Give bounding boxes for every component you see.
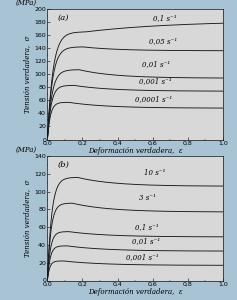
Text: (a): (a): [58, 14, 69, 22]
Y-axis label: Tensión verdadera,  σ: Tensión verdadera, σ: [23, 36, 32, 113]
Text: 0,001 s⁻¹: 0,001 s⁻¹: [126, 253, 159, 261]
Text: 0,05 s⁻¹: 0,05 s⁻¹: [149, 37, 177, 45]
Text: (b): (b): [58, 161, 70, 169]
Text: 3 s⁻¹: 3 s⁻¹: [139, 194, 155, 202]
Text: (MPa): (MPa): [16, 0, 37, 6]
Text: 0,1 s⁻¹: 0,1 s⁻¹: [153, 14, 176, 22]
Text: 0,0001 s⁻¹: 0,0001 s⁻¹: [135, 95, 172, 103]
Text: 0,1 s⁻¹: 0,1 s⁻¹: [135, 223, 159, 231]
Text: 0,01 s⁻¹: 0,01 s⁻¹: [142, 60, 170, 68]
Text: (MPa): (MPa): [16, 146, 37, 154]
Text: 0,01 s⁻¹: 0,01 s⁻¹: [132, 237, 160, 245]
Text: 0,001 s⁻¹: 0,001 s⁻¹: [139, 77, 171, 85]
X-axis label: Deformación verdadera,  ε: Deformación verdadera, ε: [88, 147, 182, 155]
Y-axis label: Tensión verdadera,  σ: Tensión verdadera, σ: [23, 180, 32, 257]
Text: 10 s⁻¹: 10 s⁻¹: [144, 169, 165, 177]
X-axis label: Deformación verdadera,  ε: Deformación verdadera, ε: [88, 288, 182, 296]
